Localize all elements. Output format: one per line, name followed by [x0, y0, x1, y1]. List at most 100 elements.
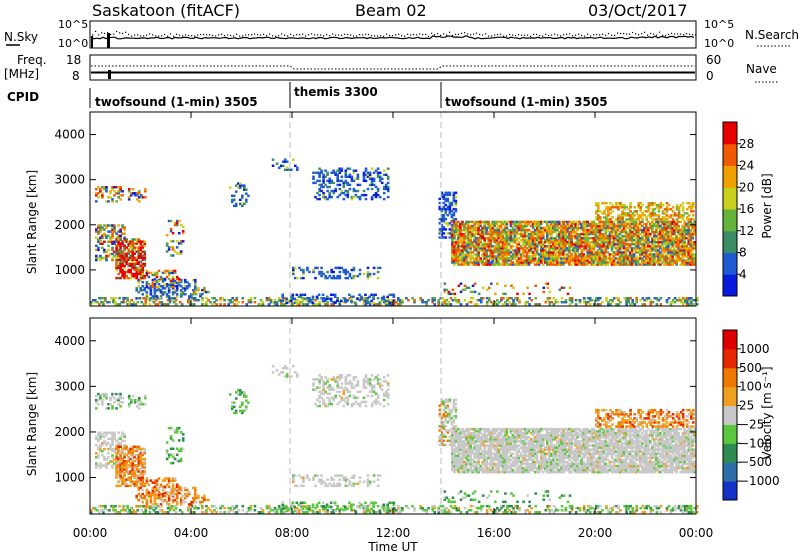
power-cell — [564, 226, 567, 230]
power-cell — [115, 238, 118, 241]
power-cell — [471, 234, 474, 238]
power-cell — [113, 230, 116, 233]
power-cell — [348, 272, 352, 276]
power-cell — [580, 243, 583, 246]
power-cell — [451, 251, 454, 254]
power-cell — [463, 226, 466, 230]
power-cell — [628, 228, 632, 232]
velocity-cell — [149, 494, 153, 498]
power-cell — [372, 295, 375, 298]
power-cell — [131, 242, 134, 245]
power-cell — [320, 270, 323, 274]
power-cell — [509, 247, 513, 250]
power-cell — [491, 255, 495, 258]
power-cell — [169, 283, 173, 286]
power-cell — [531, 237, 535, 240]
power-cell — [497, 243, 501, 246]
power-cell — [454, 201, 458, 205]
power-cell — [183, 289, 187, 292]
power-cell — [338, 303, 342, 306]
power-cell — [681, 241, 684, 244]
power-cell — [665, 241, 668, 244]
power-cell — [115, 276, 118, 280]
power-cell — [630, 257, 634, 260]
power-cell — [382, 295, 385, 298]
power-cell — [582, 237, 585, 240]
power-cell — [592, 255, 596, 258]
power-cell — [655, 241, 658, 244]
power-cell — [485, 288, 489, 291]
power-cell — [507, 239, 511, 242]
power-cell — [586, 261, 589, 264]
power-cell — [685, 212, 689, 215]
power-cell — [105, 254, 108, 258]
power-cell — [525, 247, 529, 250]
power-cell — [677, 226, 680, 230]
power-cell — [261, 301, 265, 304]
power-cell — [687, 202, 691, 205]
power-cell — [616, 234, 620, 238]
power-cell — [509, 234, 513, 238]
power-cell — [564, 234, 567, 238]
velocity-cell — [95, 456, 98, 459]
power-cell — [453, 253, 456, 256]
power-cell — [302, 303, 305, 306]
velocity-cell — [143, 451, 147, 455]
power-cell — [173, 285, 177, 288]
power-cell — [647, 241, 650, 244]
power-cell — [153, 279, 157, 283]
power-cell — [576, 245, 579, 248]
power-cell — [612, 253, 616, 256]
power-cell — [461, 249, 464, 252]
power-cell — [459, 234, 462, 238]
power-cell — [111, 246, 114, 250]
velocity-cell — [119, 470, 122, 473]
power-cell — [489, 263, 493, 266]
power-cell — [645, 299, 649, 302]
power-cell — [97, 248, 100, 252]
power-cell — [519, 255, 523, 258]
power-cell — [610, 230, 614, 234]
velocity-cell — [103, 435, 106, 439]
power-cell — [360, 297, 363, 301]
power-cell — [125, 252, 128, 255]
power-cell — [574, 303, 578, 306]
power-cell — [165, 244, 169, 247]
power-cell — [584, 220, 587, 224]
power-cell — [649, 202, 653, 205]
power-cell — [475, 245, 478, 248]
power-cell — [689, 234, 692, 238]
power-cell — [469, 230, 472, 234]
power-cell — [634, 228, 638, 232]
power-cell — [384, 301, 388, 304]
power-cell — [600, 237, 604, 240]
velocity-cell — [119, 484, 122, 488]
power-cell — [611, 301, 614, 304]
power-cell — [643, 249, 646, 252]
power-cell — [584, 259, 587, 262]
power-cell — [366, 187, 370, 191]
velocity-cell — [125, 453, 128, 457]
power-cell — [687, 230, 690, 234]
power-cell — [556, 224, 559, 228]
power-cell — [322, 191, 325, 195]
power-cell — [491, 232, 495, 236]
power-cell — [489, 228, 493, 232]
power-cell — [537, 228, 541, 232]
power-cell — [518, 299, 521, 302]
power-cell — [552, 222, 555, 226]
power-cell — [649, 245, 652, 248]
power-cell — [127, 242, 130, 245]
power-cell — [647, 214, 651, 217]
nsearch-dot — [566, 33, 568, 35]
power-cell — [127, 190, 131, 193]
velocity-cell — [129, 480, 132, 483]
power-cell — [649, 226, 652, 230]
power-cell — [542, 228, 545, 232]
power-cell — [667, 208, 671, 211]
power-cell — [330, 276, 333, 280]
power-cell — [366, 301, 369, 305]
velocity-cell — [121, 480, 124, 483]
velocity-cell — [123, 433, 126, 436]
power-cell — [521, 253, 525, 256]
